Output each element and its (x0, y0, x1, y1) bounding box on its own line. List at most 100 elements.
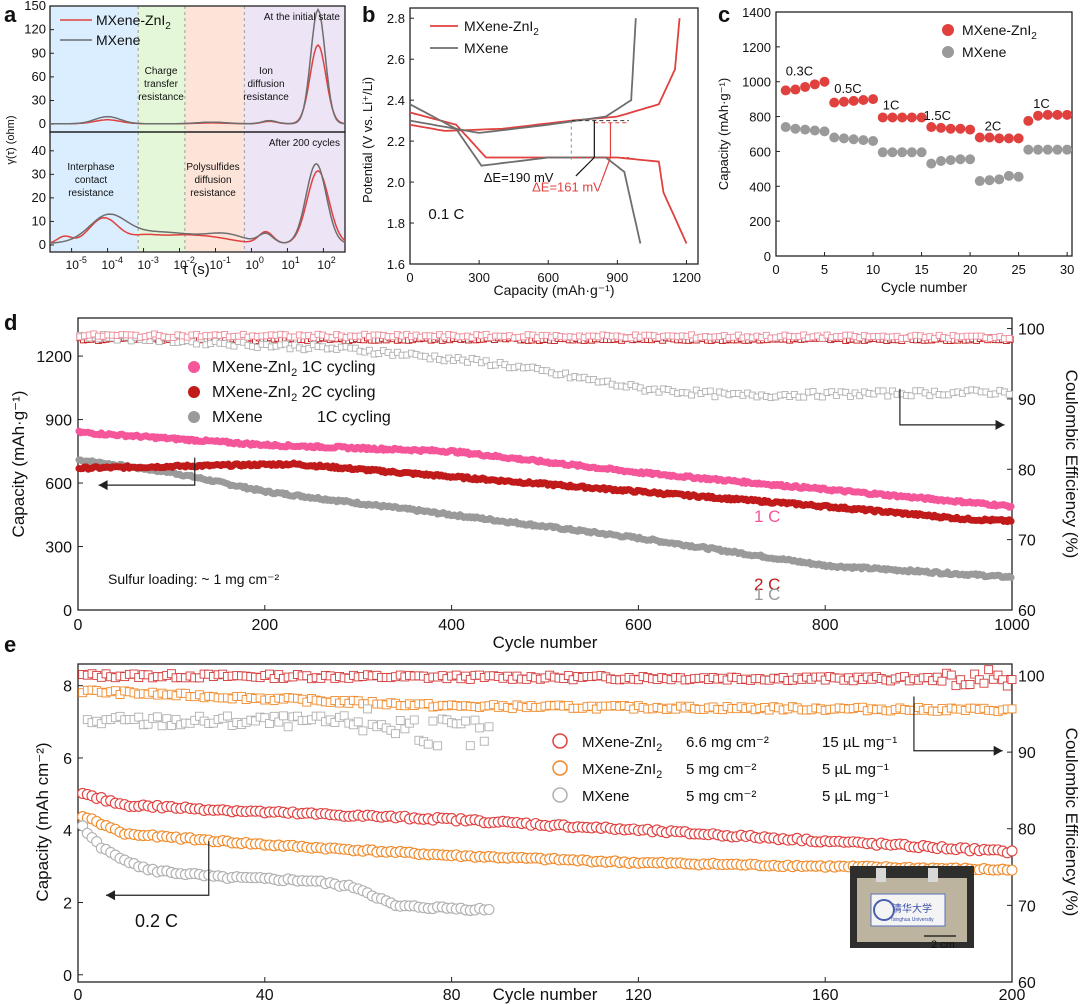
x-tick-label: 160 (812, 987, 839, 1004)
x-tick-label: 1000 (994, 617, 1030, 634)
region-band (50, 6, 139, 252)
data-point-mxene (790, 123, 801, 134)
ce-point-mxene-1c (305, 344, 313, 352)
ce-point-mxene-zni2-1c (1005, 335, 1013, 342)
university-seal (873, 899, 895, 921)
data-point-mxene-zni2 (897, 112, 908, 123)
data-point-mxene (1013, 171, 1024, 182)
panel-label-a: a (4, 2, 17, 27)
capacity-points (75, 427, 1015, 582)
data-point-mxene-zni2 (1033, 110, 1044, 121)
data-point-mxene (974, 176, 985, 187)
y-tick-label: 400 (749, 179, 771, 194)
data-point-mxene-zni2 (906, 112, 917, 123)
legend-swatch (552, 760, 568, 776)
region-label: resistance (68, 188, 114, 199)
arrow-left (106, 841, 210, 896)
data-point-mxene-zni2 (838, 96, 849, 107)
rate-label: 1C (1033, 96, 1050, 111)
data-point-mxene (838, 133, 849, 144)
data-point-mxene-zni2 (1023, 115, 1034, 126)
x-tick-label: 600 (625, 617, 652, 634)
x-tick-label: 0 (772, 262, 779, 277)
legend-swatch (942, 46, 954, 58)
data-point-mxene (483, 903, 495, 916)
ce-point-mxene (339, 711, 349, 721)
x-axis-label: Cycle number (493, 985, 598, 1004)
curve-label-1c-mxene: 1 C (754, 585, 780, 604)
y-tick-label: 1200 (742, 40, 771, 55)
region-label: contact (75, 175, 107, 186)
ce-point-mxene-1c (431, 352, 439, 360)
y-tick-label: 10 (32, 213, 46, 228)
ce-point-mxene-1c (856, 392, 864, 400)
data-point-mxene (858, 135, 869, 146)
ce-point-mxene-1c (926, 392, 934, 400)
y-tick-label: 2.6 (387, 52, 405, 67)
y2-tick-label: 60 (1018, 603, 1036, 620)
region-label: resistance (138, 92, 184, 103)
data-point-mxene-zni2 (800, 81, 811, 92)
ce-point-mxene (484, 722, 494, 732)
x-tick-label: 10-3 (138, 255, 159, 272)
ce-point-mxene (409, 715, 419, 725)
legend-loading: 5 mg cm⁻² (686, 761, 756, 778)
y-tick-label: 800 (749, 110, 771, 125)
ce-point-mxene-1c (800, 393, 808, 401)
y-tick-label: 120 (24, 22, 46, 37)
ce-point-mxene (363, 704, 372, 714)
data-point-mxene-zni2 (926, 122, 937, 133)
data-point-mxene-zni2 (868, 94, 879, 105)
ce-point-mxene-1c (562, 369, 569, 377)
delta-e-label: ΔE=190 mV (484, 170, 554, 185)
y2-tick-label: 70 (1018, 898, 1036, 915)
legend-label: MXene-ZnI2 (464, 18, 539, 38)
ce-point-mxene (157, 721, 167, 731)
arrow-head (98, 480, 108, 491)
ce-point-mxene-1c (991, 390, 999, 398)
legend-label: MXene-ZnI2 (96, 12, 171, 32)
ce-point-mxene-1c (193, 340, 201, 348)
ce-point-mxene (166, 721, 176, 731)
x-tick-label: 10 (866, 262, 880, 277)
legend-swatch (942, 24, 954, 36)
legend-label: MXene (582, 788, 630, 805)
y-tick-label: 600 (45, 476, 72, 493)
panel-label-b: b (362, 2, 375, 27)
y-tick-label: 4 (63, 823, 72, 840)
discharge-curve-mxene (409, 103, 642, 244)
y-tick-label: 1000 (742, 75, 771, 90)
y-axis-label: γ(τ) (ohm) (5, 116, 17, 165)
x-tick-label: 200 (999, 987, 1026, 1004)
x-tick-label: 0 (406, 270, 413, 285)
data-point-mxene (1042, 144, 1053, 155)
data-point-mxene (965, 154, 976, 165)
x-tick-label: 900 (607, 270, 629, 285)
rate-label: 0.5C (834, 81, 861, 96)
y-tick-label: 30 (32, 166, 46, 181)
data-point-mxene (887, 147, 898, 158)
arrow-head (993, 745, 1003, 756)
annotation-top-state: At the initial state (264, 12, 341, 23)
ce-point-mxene-1c (809, 388, 817, 396)
data-point-mxene-zni2 (877, 112, 888, 123)
y-axis-label: Capacity (mAh·g⁻¹) (716, 78, 731, 190)
data-point-mxene (935, 156, 946, 167)
rate-label: 0.3C (786, 64, 813, 79)
x-tick-label: 10-4 (102, 255, 123, 272)
legend-label: MXene-ZnI2 (962, 22, 1037, 42)
data-point-mxene (1033, 144, 1044, 155)
data-point-mxene-zni2-6.6 (1006, 845, 1018, 857)
pouch-tab (876, 868, 886, 882)
data-point-mxene (1052, 144, 1063, 155)
series-line-mxene (49, 162, 346, 244)
ce-point-mxene-1c (281, 340, 289, 348)
legend-label: MXene-ZnI2 1C cycling (212, 359, 376, 379)
legend-loading: 6.6 mg cm⁻² (686, 734, 769, 751)
x-tick-label: 0 (74, 987, 83, 1004)
data-point-mxene (829, 132, 840, 143)
ce-point-mxene (222, 711, 232, 721)
data-point-mxene (1062, 144, 1073, 155)
region-band (138, 6, 185, 252)
legend-label: MXene (96, 32, 141, 48)
